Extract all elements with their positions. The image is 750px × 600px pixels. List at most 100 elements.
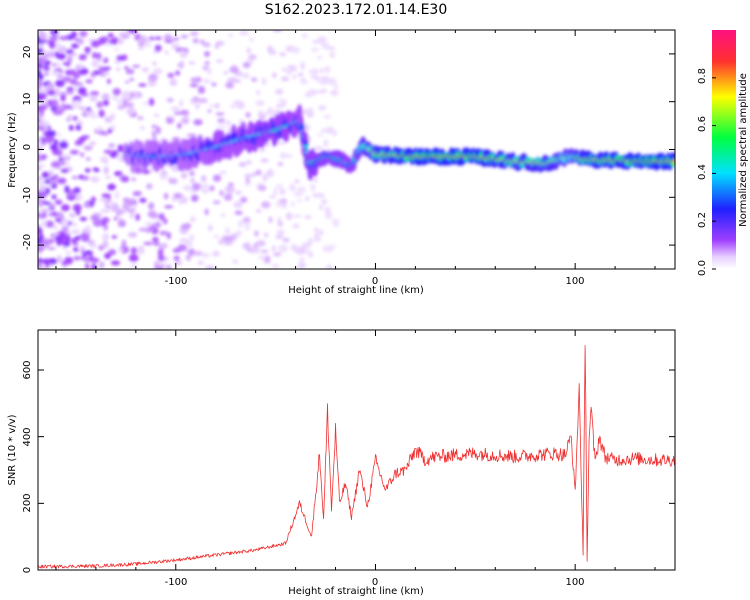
spectrogram-noise-blob [38, 62, 44, 69]
spectrogram-noise-blob [244, 173, 251, 181]
spectrogram-noise-blob [84, 51, 91, 55]
spectrogram-noise-blob [67, 114, 74, 122]
spectrogram-noise-blob [195, 104, 200, 109]
spectrogram-noise-blob [118, 218, 124, 225]
spectrogram-noise-blob [271, 245, 277, 252]
spectrogram-noise-blob [227, 182, 234, 187]
spectrogram-noise-blob [262, 173, 268, 182]
spectrogram-noise-blob [38, 200, 43, 207]
spectrogram-noise-blob [328, 77, 337, 86]
spectrogram-noise-blob [279, 152, 287, 159]
spectrogram-noise-blob [219, 190, 224, 197]
snr-ytick-label: 0 [22, 567, 33, 573]
spectrogram-noise-blob [90, 214, 100, 221]
spectrogram-noise-blob [51, 225, 59, 230]
spectrogram-noise-blob [145, 221, 152, 227]
spectrogram-noise-blob [61, 226, 69, 233]
spectrogram-noise-blob [69, 149, 79, 155]
spectrogram-noise-blob [212, 174, 222, 182]
spectrogram-noise-blob [136, 248, 145, 255]
spectrogram-noise-blob [227, 33, 234, 38]
spectrogram-noise-blob [271, 72, 277, 78]
spectrogram-noise-blob [65, 49, 74, 54]
spectrogram-noise-blob [54, 88, 61, 96]
spectrogram-noise-blob [261, 77, 267, 86]
spectrogram-noise-blob [257, 185, 267, 192]
spectrogram-noise-blob [137, 115, 144, 121]
spectrogram-noise-blob [211, 82, 217, 87]
spectrogram-noise-blob [329, 51, 335, 59]
spectrogram-noise-blob [85, 225, 91, 234]
spectrogram-noise-blob [60, 161, 66, 165]
snr-frame [37, 329, 676, 571]
spectrogram-noise-blob [43, 72, 50, 76]
spectrogram-noise-blob [38, 236, 43, 244]
spectrogram-noise-blob [207, 68, 212, 75]
spectrogram-noise-blob [64, 185, 70, 194]
spectrogram-noise-blob [164, 256, 169, 262]
spectrogram-noise-blob [74, 100, 82, 107]
spectrogram-noise-blob [105, 202, 114, 207]
spectrogram-noise-blob [49, 176, 58, 180]
spectrogram-noise-blob [199, 97, 208, 104]
spectrogram-noise-blob [41, 139, 48, 143]
spectrogram-noise-blob [91, 263, 97, 269]
spectrogram-noise-blob [102, 72, 110, 76]
spectrogram-noise-blob [299, 80, 309, 85]
spectrogram-noise-blob [77, 87, 87, 95]
spectrogram-noise-blob [47, 246, 56, 251]
spectrogram-noise-blob [310, 185, 316, 192]
spectrogram-noise-blob [189, 31, 199, 36]
spectrogram-noise-blob [326, 264, 333, 269]
spectrogram-noise-blob [127, 232, 138, 238]
spectrogram-noise-blob [323, 114, 331, 119]
spectrogram-noise-blob [89, 94, 98, 102]
spectrogram-ytick-label: -10 [22, 187, 33, 203]
spectrogram-noise-blob [38, 79, 43, 87]
spectrogram-noise-blob [297, 186, 307, 193]
spectrogram-noise-blob [246, 160, 252, 165]
snr-xtick-label: -100 [165, 577, 188, 588]
spectrogram-noise-blob [38, 142, 42, 147]
colorbar-ticks [712, 77, 716, 270]
spectrogram-noise-blob [125, 208, 136, 213]
spectrogram-noise-blob [67, 69, 77, 74]
spectrogram-noise-blob [193, 250, 203, 256]
spectrogram-noise-blob [246, 47, 252, 54]
spectrogram-noise-blob [72, 203, 82, 212]
spectrogram-noise-blob [207, 109, 212, 113]
spectrogram-noise-blob [75, 235, 81, 241]
spectrogram-noise-blob [117, 104, 125, 110]
spectrogram-noise-blob [304, 215, 312, 220]
spectrogram-noise-blob [38, 88, 47, 93]
spectrogram-noise-blob [148, 73, 158, 82]
spectrogram-noise-blob [178, 200, 185, 205]
spectrogram-noise-blob [165, 264, 172, 269]
spectrogram-noise-blob [116, 37, 124, 45]
spectrogram-noise-blob [277, 162, 284, 167]
spectrogram-noise-blob [73, 187, 81, 194]
spectrogram-noise-blob [333, 84, 339, 89]
spectrogram-noise-blob [108, 32, 114, 38]
spectrogram-noise-blob [79, 216, 88, 221]
spectrogram-noise-blob [223, 240, 234, 246]
spectrogram-noise-blob [237, 220, 244, 228]
snr-ytick-label: 200 [22, 493, 33, 512]
spectrogram-noise-blob [44, 60, 51, 66]
spectrogram-noise-blob [38, 48, 43, 55]
spectrogram-noise-blob [269, 171, 275, 176]
spectrogram-noise-blob [278, 98, 284, 103]
spectrogram-noise-blob [120, 175, 130, 183]
spectrogram-noise-blob [250, 173, 256, 177]
spectrogram-noise-blob [173, 255, 180, 261]
spectrogram-noise-blob [64, 256, 74, 265]
spectrogram-noise-blob [90, 196, 97, 203]
spectrogram-noise-blob [175, 70, 181, 76]
spectrogram-noise-blob [62, 76, 72, 83]
spectrogram-noise-blob [112, 96, 118, 101]
spectrogram-noise-blob [164, 205, 174, 209]
spectrogram-noise-blob [152, 132, 157, 141]
spectrogram-noise-blob [130, 262, 137, 269]
spectrogram-noise-blob [281, 67, 287, 72]
spectrogram-noise-blob [151, 81, 157, 86]
